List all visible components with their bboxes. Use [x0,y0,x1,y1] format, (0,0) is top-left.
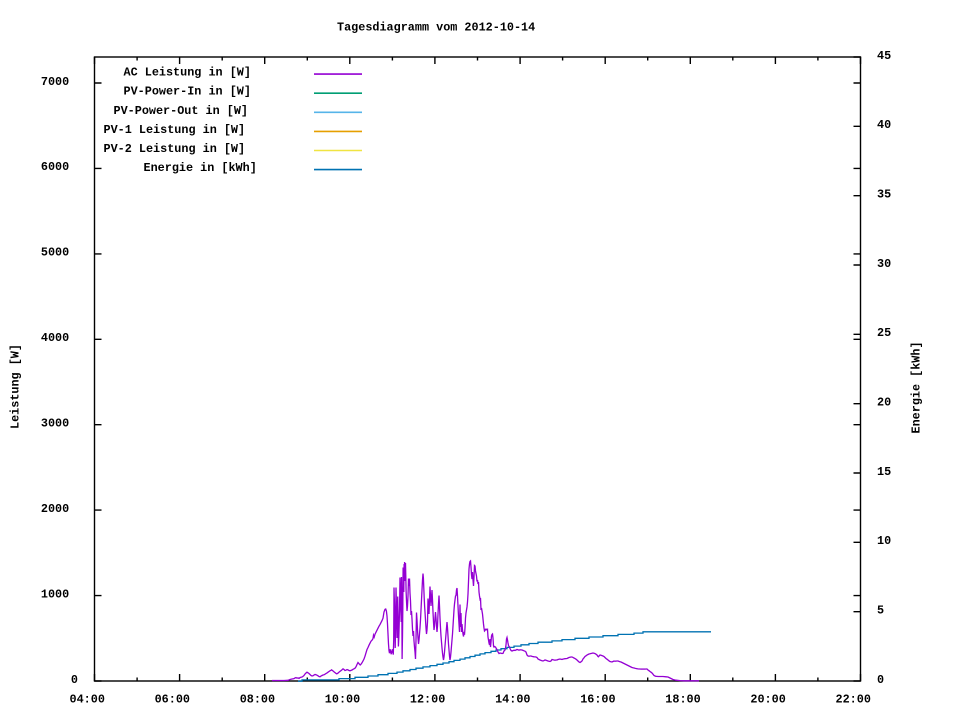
svg-text:20:00: 20:00 [750,693,785,707]
svg-text:40: 40 [877,118,891,132]
svg-text:14:00: 14:00 [495,693,530,707]
svg-text:18:00: 18:00 [665,693,700,707]
svg-text:Energie [kWh]: Energie [kWh] [910,341,924,433]
svg-text:4000: 4000 [41,331,69,345]
svg-text:5: 5 [877,604,884,618]
svg-text:15: 15 [877,465,891,479]
svg-text:6000: 6000 [41,160,69,174]
svg-text:0: 0 [71,673,78,687]
svg-text:5000: 5000 [41,246,69,260]
svg-text:25: 25 [877,326,891,340]
svg-text:PV-Power-In in [W]: PV-Power-In in [W] [124,85,251,99]
svg-text:10:00: 10:00 [325,693,360,707]
svg-text:PV-2 Leistung in [W]: PV-2 Leistung in [W] [104,142,246,156]
svg-text:04:00: 04:00 [70,693,105,707]
svg-text:Leistung [W]: Leistung [W] [9,344,23,429]
svg-text:12:00: 12:00 [410,693,445,707]
svg-text:Energie in [kWh]: Energie in [kWh] [144,161,257,175]
svg-text:Tagesdiagramm vom 2012-10-14: Tagesdiagramm vom 2012-10-14 [337,21,535,35]
svg-text:3000: 3000 [41,417,69,431]
svg-text:08:00: 08:00 [240,693,275,707]
svg-text:PV-1 Leistung in [W]: PV-1 Leistung in [W] [104,123,246,137]
svg-text:35: 35 [877,188,891,202]
svg-text:16:00: 16:00 [580,693,615,707]
svg-text:10: 10 [877,534,891,548]
svg-text:22:00: 22:00 [836,693,871,707]
svg-text:45: 45 [877,49,891,63]
svg-text:0: 0 [877,673,884,687]
svg-text:06:00: 06:00 [155,693,190,707]
svg-text:1000: 1000 [41,587,69,601]
svg-text:7000: 7000 [41,75,69,89]
svg-text:30: 30 [877,257,891,271]
svg-text:PV-Power-Out in [W]: PV-Power-Out in [W] [114,104,249,118]
svg-text:AC Leistung in [W]: AC Leistung in [W] [124,66,251,80]
svg-text:2000: 2000 [41,502,69,516]
svg-text:20: 20 [877,396,891,410]
